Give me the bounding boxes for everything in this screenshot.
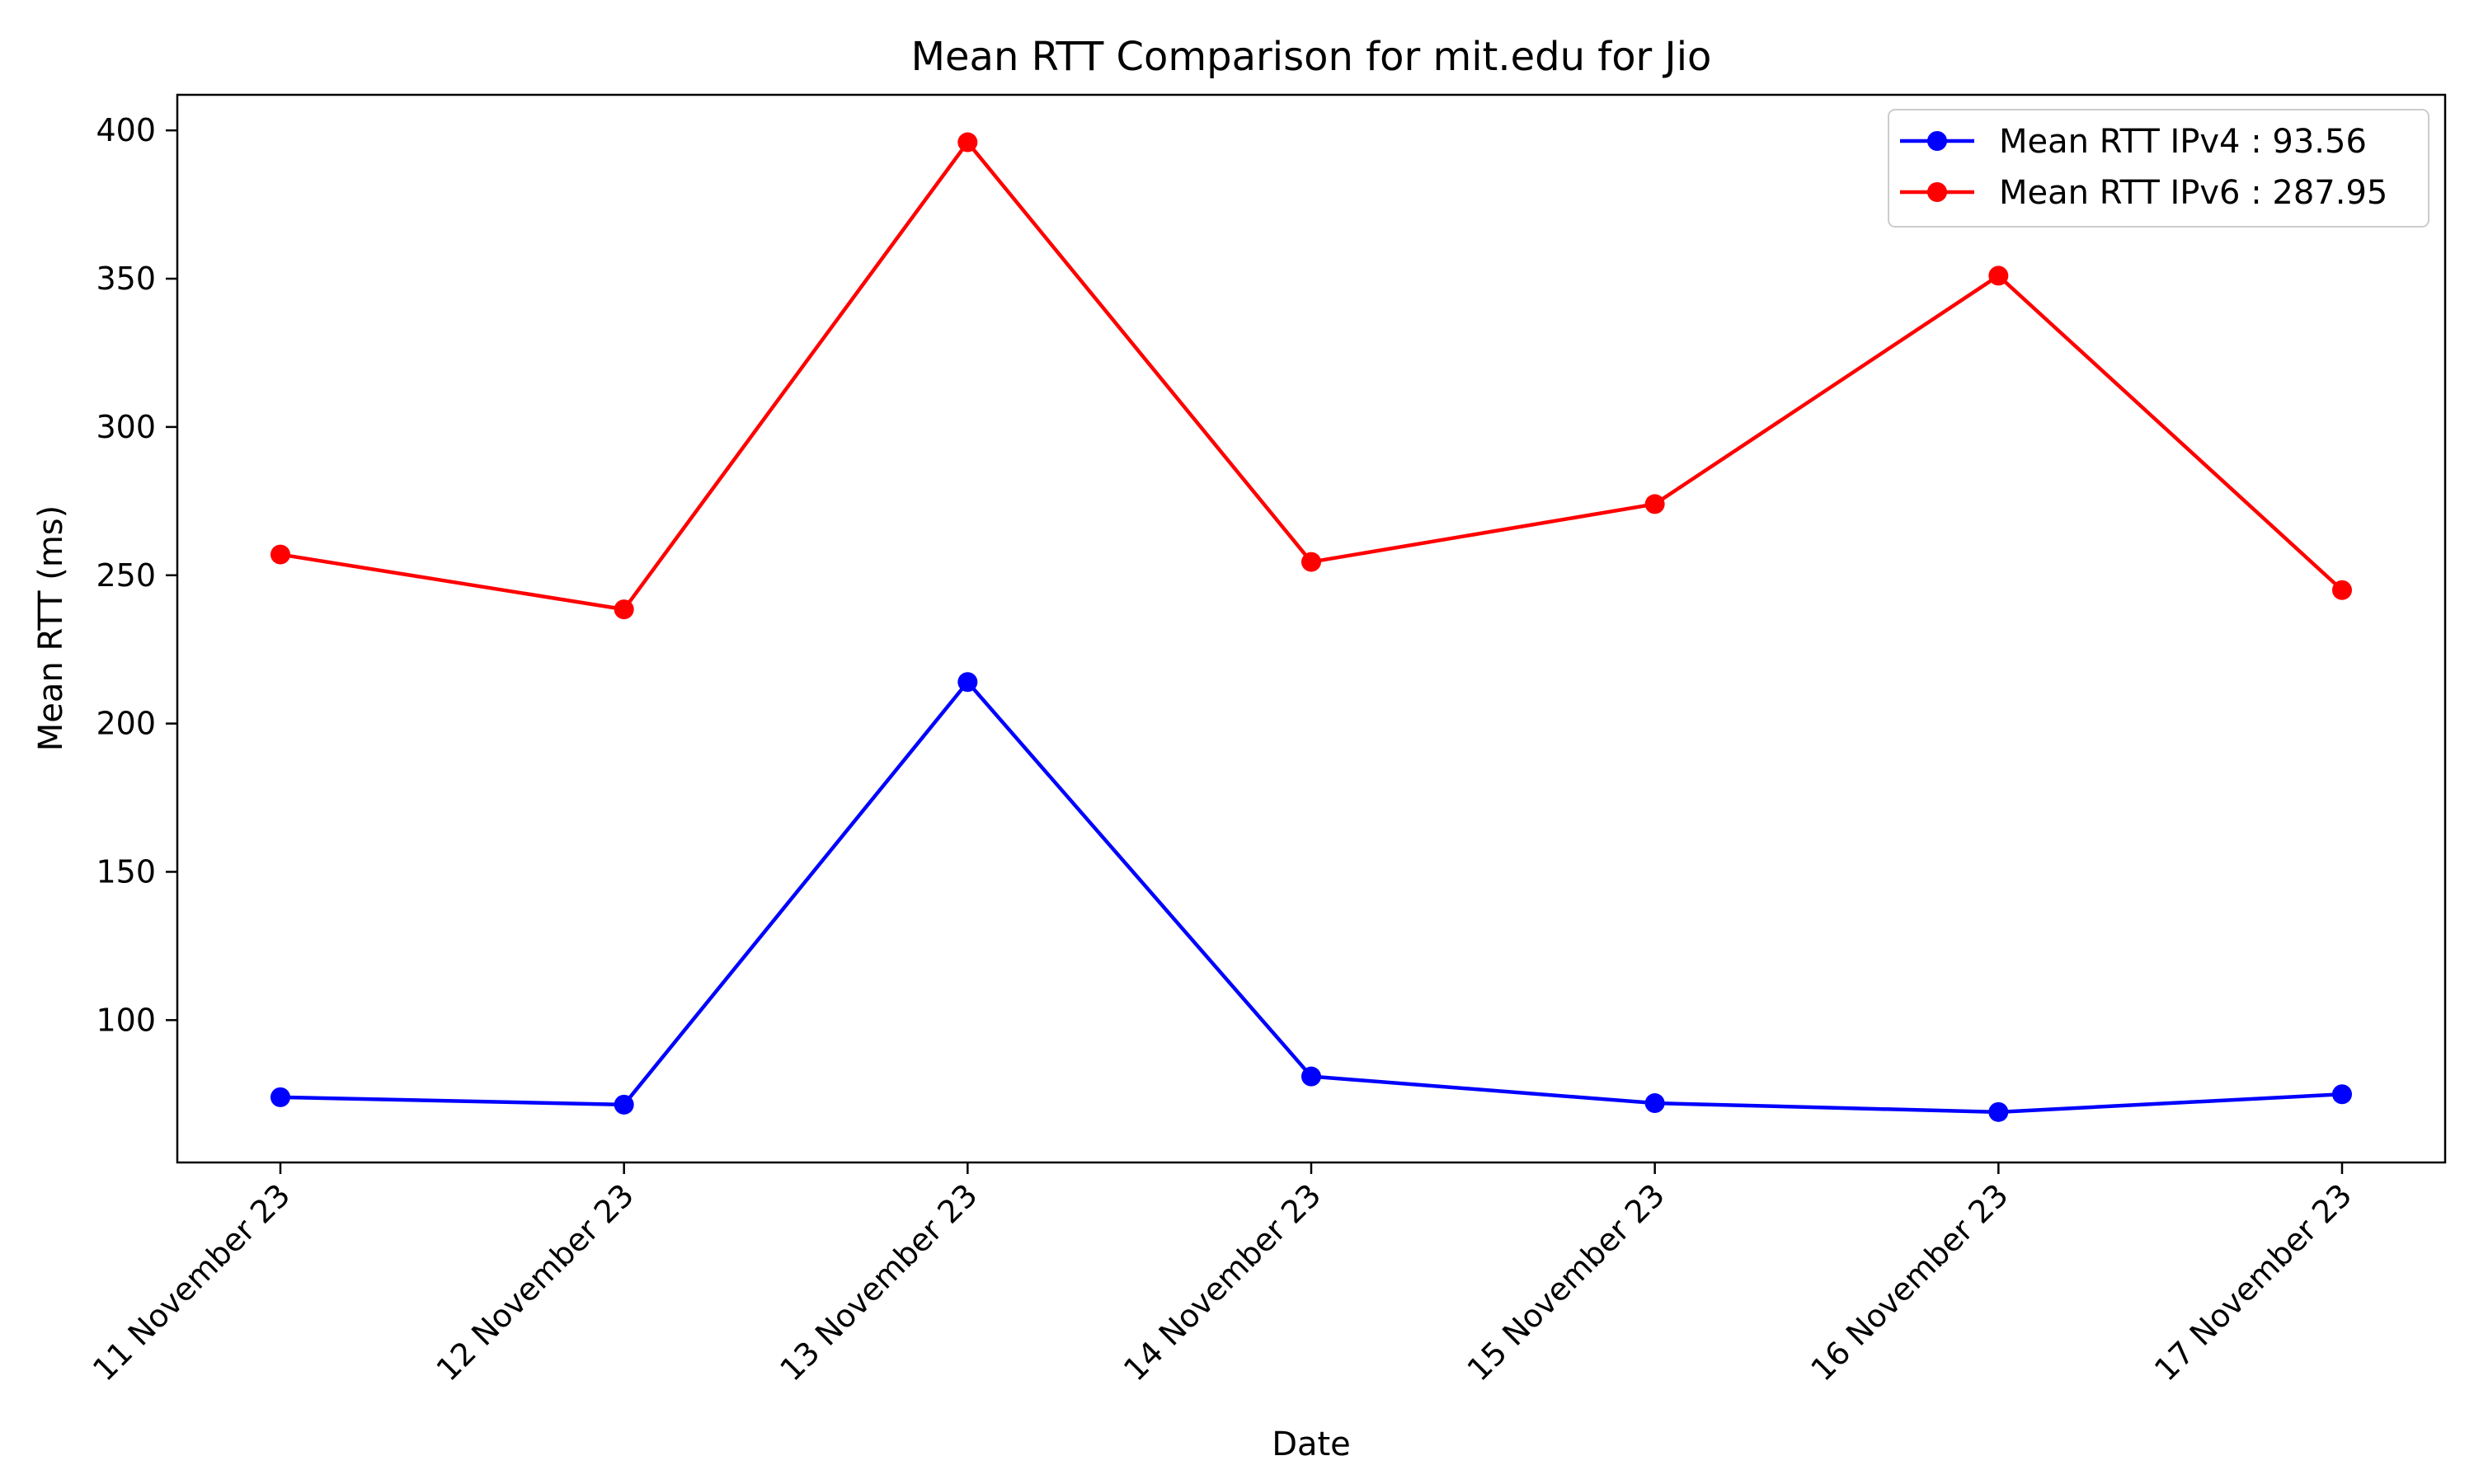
plot-lines — [270, 132, 2352, 1122]
data-point — [270, 1087, 290, 1107]
y-tick-label: 250 — [96, 557, 156, 594]
plot-frame — [176, 93, 2447, 1164]
data-point — [1301, 552, 1321, 572]
legend: Mean RTT IPv4 : 93.56 Mean RTT IPv6 : 287… — [1888, 109, 2429, 228]
y-axis-label: Mean RTT (ms) — [32, 505, 70, 751]
data-point — [1988, 1101, 2009, 1122]
y-axis: 100 150 200 250 300 350 400 — [96, 112, 177, 1038]
y-tick-label: 400 — [96, 112, 156, 148]
legend-marker — [1927, 182, 1947, 202]
x-axis-label: Date — [1272, 1425, 1351, 1463]
data-point — [957, 672, 978, 693]
data-point — [1644, 1093, 1665, 1114]
y-tick-label: 300 — [96, 409, 156, 445]
x-tick-label: 15 November 23 — [1460, 1176, 1672, 1388]
x-tick-label: 11 November 23 — [86, 1176, 297, 1388]
chart-title: Mean RTT Comparison for mit.edu for Jio — [911, 34, 1712, 80]
series-2 — [270, 132, 2352, 620]
x-tick-label: 16 November 23 — [1804, 1176, 2015, 1388]
y-tick-label: 100 — [96, 1002, 156, 1038]
y-tick-label: 150 — [96, 853, 156, 890]
legend-marker — [1927, 131, 1947, 151]
data-point — [614, 599, 634, 620]
data-point — [957, 132, 978, 153]
data-point — [1988, 265, 2009, 286]
data-point — [2332, 580, 2352, 600]
data-point — [1301, 1066, 1321, 1087]
data-point — [614, 1094, 634, 1115]
y-tick-label: 350 — [96, 261, 156, 297]
y-tick-label: 200 — [96, 706, 156, 742]
series-1 — [270, 672, 2352, 1122]
x-tick-label: 17 November 23 — [2147, 1176, 2359, 1388]
legend-label: Mean RTT IPv6 : 287.95 — [1999, 174, 2387, 212]
series-line — [280, 680, 2343, 1115]
data-point — [1644, 494, 1665, 514]
x-tick-label: 12 November 23 — [430, 1176, 641, 1388]
data-point — [2332, 1084, 2352, 1105]
x-tick-label: 13 November 23 — [773, 1176, 984, 1388]
x-tick-label: 14 November 23 — [1117, 1176, 1328, 1388]
data-point — [270, 544, 290, 565]
legend-label: Mean RTT IPv4 : 93.56 — [1999, 123, 2367, 161]
x-axis: 11 November 23 12 November 23 13 November … — [86, 1162, 2359, 1388]
legend-box — [1888, 109, 2429, 228]
